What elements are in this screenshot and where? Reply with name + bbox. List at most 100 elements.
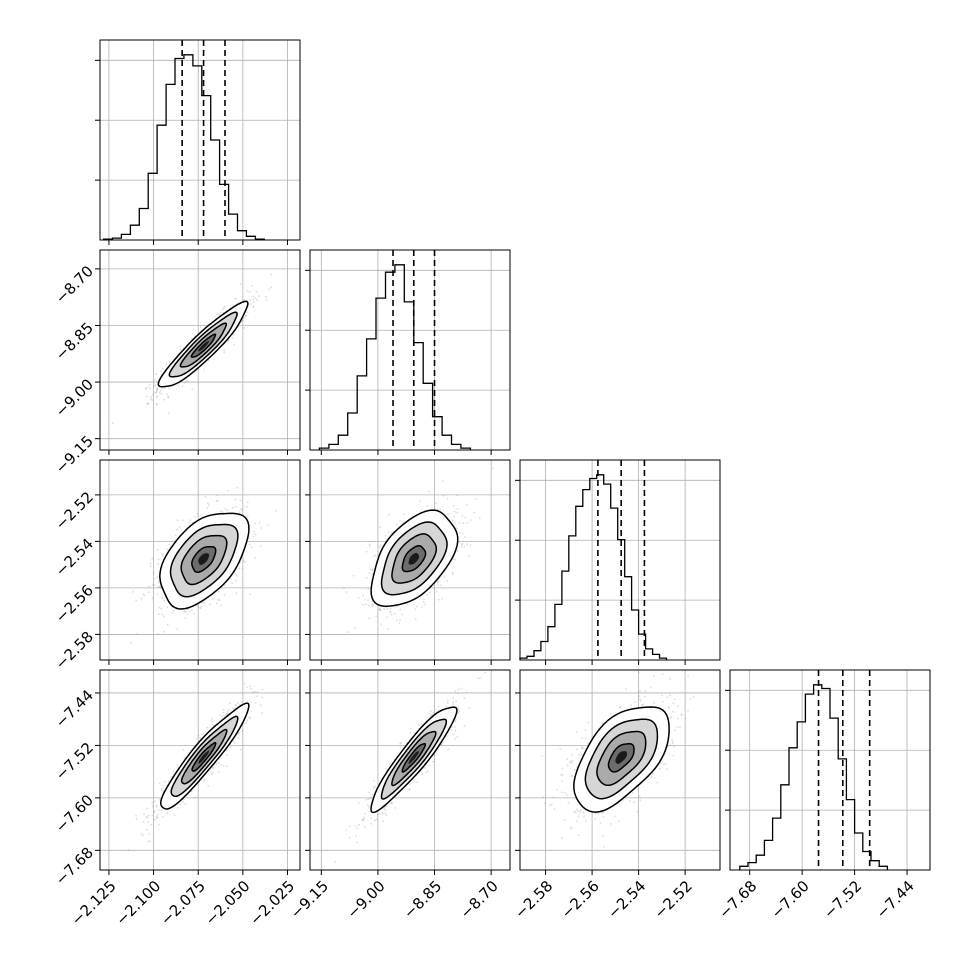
scatter-point: [371, 568, 374, 571]
scatter-point: [168, 387, 171, 390]
scatter-point: [183, 757, 186, 759]
scatter-point: [265, 299, 268, 301]
scatter-point: [457, 688, 460, 691]
contour-line: [170, 715, 239, 798]
scatter-point: [456, 550, 459, 553]
scatter-point: [414, 608, 417, 611]
scatter-point: [236, 575, 238, 577]
scatter-point: [154, 392, 157, 394]
panel-border: [99, 669, 301, 871]
scatter-point: [432, 760, 434, 763]
scatter-point: [422, 598, 425, 601]
scatter-point: [451, 519, 454, 522]
scatter-point: [453, 510, 456, 513]
scatter-point: [473, 511, 476, 514]
scatter-point: [409, 727, 412, 730]
scatter-point: [246, 311, 249, 313]
scatter-point: [361, 819, 364, 822]
panel-content: [127, 682, 264, 851]
scatter-point: [246, 501, 249, 504]
scatter-point: [162, 790, 165, 792]
scatter-point: [367, 798, 370, 801]
scatter-point: [468, 554, 470, 557]
scatter-point: [629, 704, 632, 707]
contour-line: [191, 741, 217, 772]
scatter-point: [147, 386, 150, 388]
contour-line: [157, 300, 249, 388]
scatter-point: [265, 295, 267, 298]
scatter-point: [447, 513, 450, 516]
scatter-point: [249, 716, 251, 719]
scatter-point: [378, 526, 381, 529]
scatter-point: [544, 802, 546, 804]
scatter-point: [477, 677, 479, 680]
scatter-point: [676, 705, 679, 708]
scatter-point: [465, 503, 468, 506]
scatter-point: [111, 422, 114, 425]
scatter-point: [235, 297, 238, 300]
scatter-point: [425, 771, 428, 774]
scatter-point: [368, 545, 371, 548]
scatter-point: [560, 773, 562, 776]
scatter-point: [136, 818, 138, 820]
scatter-point: [156, 388, 158, 391]
scatter-point: [184, 381, 187, 384]
scatter-point: [196, 512, 199, 515]
scatter-point: [160, 787, 163, 790]
density-fill: [408, 751, 419, 764]
scatter-point: [408, 789, 411, 792]
scatter-point: [368, 543, 371, 546]
scatter-point: [452, 701, 454, 704]
panel-border: [309, 459, 511, 661]
scatter-point: [451, 726, 453, 728]
density-fill: [615, 751, 627, 764]
scatter-point: [395, 605, 397, 608]
scatter-point: [456, 511, 459, 514]
scatter-point: [168, 360, 171, 363]
scatter-point: [580, 747, 583, 750]
scatter-point: [587, 721, 590, 724]
x-tick-label: −7.68: [715, 877, 760, 922]
scatter-point: [242, 559, 245, 562]
scatter-point: [191, 337, 193, 340]
scatter-point: [381, 811, 383, 814]
scatter-point: [466, 521, 469, 524]
scatter-point: [182, 748, 185, 751]
histogram-step: [318, 264, 472, 451]
scatter-point: [469, 519, 472, 521]
scatter-point: [222, 709, 225, 711]
scatter-point: [223, 584, 226, 587]
scatter-point: [234, 506, 237, 508]
scatter-point: [216, 499, 219, 502]
scatter-point: [146, 807, 149, 810]
scatter-point: [651, 772, 654, 775]
scatter-point: [157, 581, 160, 584]
contour-line: [391, 533, 438, 584]
scatter-point: [479, 677, 482, 679]
scatter-point: [252, 690, 255, 693]
scatter-point: [462, 532, 465, 535]
scatter-point: [243, 327, 246, 329]
scatter-point: [155, 804, 158, 807]
scatter-point: [167, 396, 170, 399]
scatter-point: [574, 811, 577, 814]
scatter-point: [393, 612, 396, 615]
y-tick-label: −2.54: [52, 535, 97, 580]
scatter-point: [163, 386, 166, 389]
scatter-point: [436, 583, 439, 586]
scatter-point: [231, 506, 234, 509]
scatter-point: [261, 696, 264, 699]
scatter-point: [254, 690, 256, 693]
scatter-point: [689, 698, 692, 701]
scatter-point: [220, 715, 223, 718]
scatter-point: [409, 731, 412, 734]
scatter-point: [235, 580, 237, 582]
scatter-point: [149, 840, 151, 842]
scatter-point: [201, 601, 204, 604]
scatter-point: [368, 805, 370, 808]
scatter-point: [692, 696, 695, 698]
scatter-point: [249, 303, 252, 305]
scatter-point: [172, 609, 175, 612]
scatter-point: [252, 535, 255, 538]
scatter-point: [143, 813, 145, 815]
